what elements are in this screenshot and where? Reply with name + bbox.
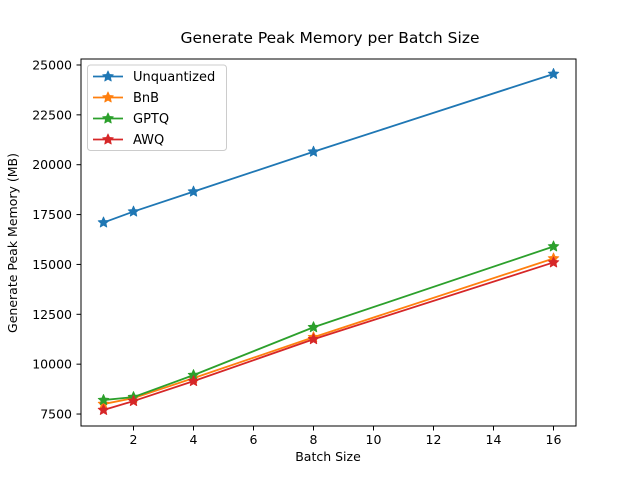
data-point-marker-awq [127,395,140,406]
legend-item-unquantized: Unquantized [93,70,215,85]
data-point-marker-unquantized [127,205,140,217]
legend-marker-sample [102,91,114,103]
x-tick-label: 8 [310,432,318,447]
x-tick-label: 10 [366,432,382,447]
data-point-marker-awq [187,375,200,387]
x-tick-label: 4 [190,432,198,447]
series-line-gptq [103,245,554,401]
y-tick-label: 7500 [40,407,72,422]
x-axis-label: Batch Size [295,449,361,464]
chart-title: Generate Peak Memory per Batch Size [181,29,480,47]
legend: Unquantized BnB GPTQ AWQ [87,64,227,151]
x-tick-label: 12 [426,432,442,447]
data-point-marker-unquantized [97,216,110,228]
series-line-bnb [103,257,554,405]
x-tick-label: 2 [130,432,138,447]
legend-marker-sample [102,112,114,124]
legend-label: AWQ [133,133,164,148]
y-tick-label: 10000 [32,357,72,372]
x-tick-label: 16 [546,432,562,447]
plot-generated-content: 2 4 6 8 10 12 14 16 7500 10000 12500 15000 17500 2000… [32,57,577,447]
legend-marker-sample [102,70,114,82]
legend-marker-sample [102,133,114,145]
series-gptq [97,240,560,405]
data-point-marker-awq [547,256,560,268]
legend-label: BnB [133,91,159,106]
y-tick-label: 25000 [32,57,72,72]
legend-item-gptq: GPTQ [93,112,169,127]
data-point-marker-awq [307,333,320,345]
data-point-marker-gptq [97,394,110,405]
data-point-marker-unquantized [187,185,200,197]
series-line-awq [103,261,554,411]
data-point-marker-unquantized [547,67,560,79]
series-unquantized [97,67,560,228]
series-awq [97,256,560,415]
axes-spines [80,58,577,427]
y-tick-label: 22500 [32,107,72,122]
y-tick-label: 17500 [32,207,72,222]
data-point-marker-awq [97,404,110,415]
y-axis-label: Generate Peak Memory (MB) [5,153,20,333]
data-point-marker-gptq [307,321,320,333]
data-point-marker-gptq [547,240,560,252]
legend-label: Unquantized [133,70,215,85]
y-tick-label: 12500 [32,307,72,322]
y-tick-label: 15000 [32,257,72,272]
legend-box [87,64,227,151]
x-tick-label: 6 [250,432,258,447]
legend-label: GPTQ [133,112,169,127]
legend-item-bnb: BnB [93,91,159,106]
y-tick-label: 20000 [32,157,72,172]
x-tick-label: 14 [486,432,502,447]
data-point-marker-unquantized [307,145,320,157]
legend-item-awq: AWQ [93,133,164,148]
